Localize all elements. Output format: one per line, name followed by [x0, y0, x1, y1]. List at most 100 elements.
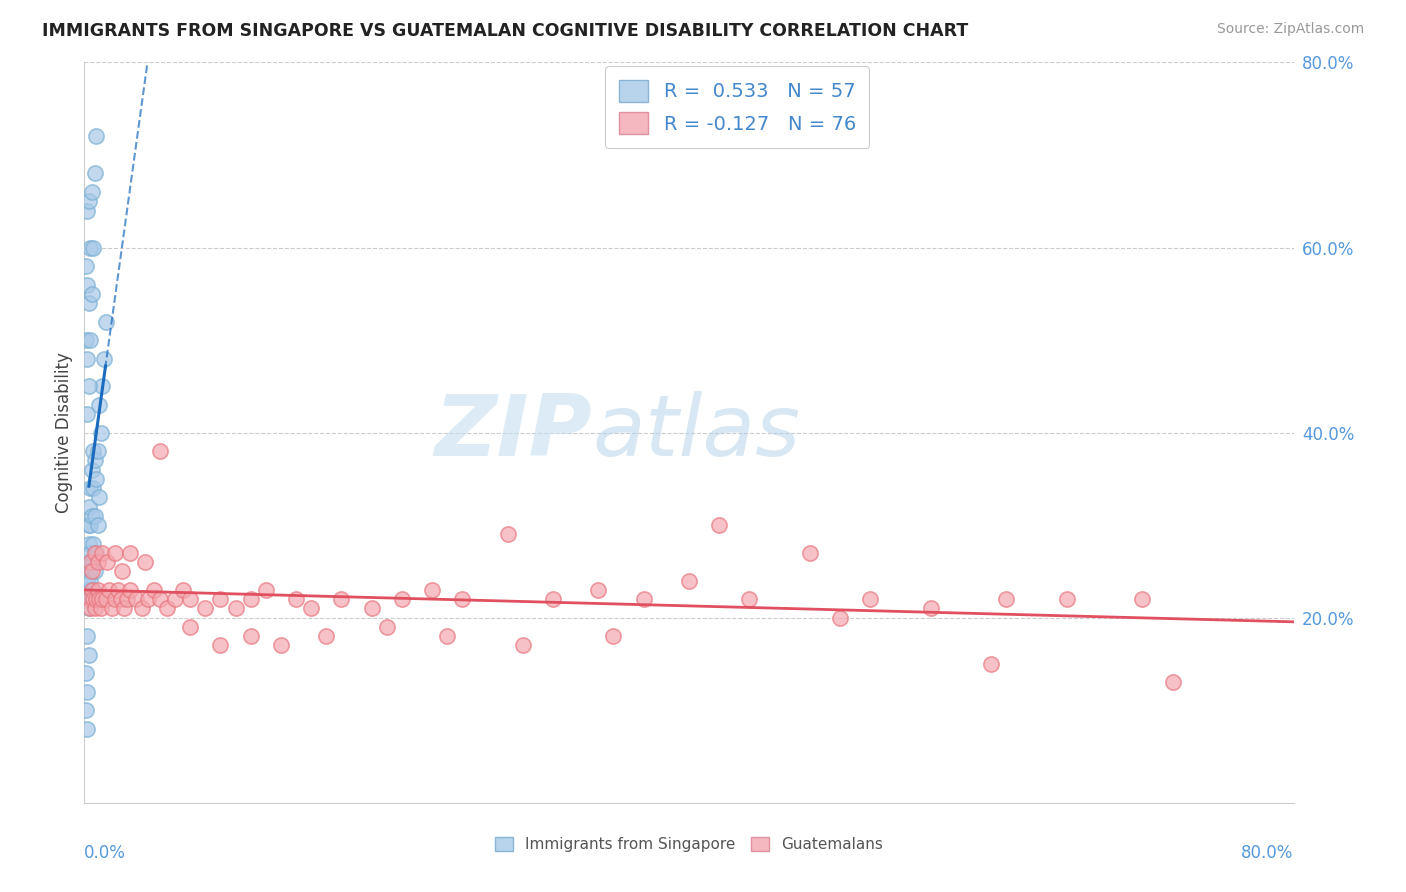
Point	[82, 481, 104, 495]
Point	[79, 574, 101, 588]
Point	[512, 639, 534, 653]
Point	[330, 592, 353, 607]
Point	[76, 574, 98, 588]
Point	[75, 666, 97, 681]
Point	[239, 592, 262, 607]
Point	[920, 601, 942, 615]
Point	[79, 592, 101, 607]
Point	[89, 398, 111, 412]
Text: Source: ZipAtlas.com: Source: ZipAtlas.com	[1216, 22, 1364, 37]
Point	[149, 444, 172, 458]
Point	[79, 601, 101, 615]
Point	[87, 582, 110, 597]
Point	[89, 592, 111, 607]
Point	[131, 601, 153, 615]
Point	[82, 536, 104, 550]
Point	[496, 527, 519, 541]
Point	[125, 592, 148, 607]
Point	[76, 203, 98, 218]
Text: 0.0%: 0.0%	[84, 844, 127, 862]
Point	[136, 592, 159, 607]
Point	[82, 592, 104, 607]
Point	[77, 592, 100, 607]
Point	[94, 314, 117, 328]
Point	[77, 379, 100, 393]
Point	[156, 601, 179, 615]
Point	[87, 518, 110, 533]
Text: IMMIGRANTS FROM SINGAPORE VS GUATEMALAN COGNITIVE DISABILITY CORRELATION CHART: IMMIGRANTS FROM SINGAPORE VS GUATEMALAN …	[42, 22, 969, 40]
Point	[100, 601, 122, 615]
Point	[76, 555, 98, 569]
Point	[420, 582, 443, 597]
Point	[995, 592, 1018, 607]
Point	[633, 592, 655, 607]
Point	[112, 601, 135, 615]
Legend: Immigrants from Singapore, Guatemalans: Immigrants from Singapore, Guatemalans	[488, 830, 890, 858]
Point	[76, 722, 98, 736]
Point	[76, 407, 98, 421]
Point	[299, 601, 322, 615]
Point	[86, 129, 108, 144]
Point	[709, 518, 731, 533]
Point	[86, 472, 108, 486]
Point	[375, 620, 398, 634]
Point	[77, 536, 100, 550]
Point	[285, 592, 308, 607]
Point	[111, 565, 134, 579]
Point	[79, 518, 101, 533]
Point	[84, 546, 107, 560]
Point	[96, 555, 118, 569]
Point	[738, 592, 761, 607]
Point	[678, 574, 700, 588]
Point	[80, 286, 103, 301]
Point	[77, 565, 100, 579]
Point	[80, 592, 103, 607]
Point	[110, 592, 132, 607]
Point	[77, 601, 100, 615]
Point	[82, 582, 104, 597]
Y-axis label: Cognitive Disability: Cognitive Disability	[55, 352, 73, 513]
Point	[104, 592, 127, 607]
Point	[94, 592, 117, 607]
Point	[77, 296, 100, 310]
Point	[84, 508, 107, 523]
Point	[84, 565, 107, 579]
Point	[602, 629, 624, 643]
Point	[77, 194, 100, 209]
Point	[541, 592, 564, 607]
Text: ZIP: ZIP	[434, 391, 592, 475]
Point	[91, 592, 114, 607]
Point	[79, 240, 101, 255]
Point	[179, 620, 201, 634]
Point	[436, 629, 458, 643]
Point	[107, 582, 129, 597]
Point	[104, 546, 127, 560]
Point	[75, 259, 97, 273]
Point	[859, 592, 882, 607]
Point	[97, 582, 120, 597]
Point	[80, 555, 103, 569]
Point	[80, 565, 103, 579]
Point	[391, 592, 413, 607]
Point	[77, 648, 100, 662]
Point	[76, 277, 98, 292]
Point	[75, 333, 97, 347]
Point	[86, 546, 108, 560]
Point	[1161, 675, 1184, 690]
Point	[84, 601, 107, 615]
Point	[77, 518, 100, 533]
Point	[118, 582, 141, 597]
Point	[80, 462, 103, 476]
Point	[360, 601, 382, 615]
Point	[91, 379, 114, 393]
Point	[79, 333, 101, 347]
Point	[209, 592, 232, 607]
Point	[142, 582, 165, 597]
Point	[80, 582, 103, 597]
Point	[270, 639, 292, 653]
Point	[76, 592, 98, 607]
Point	[77, 500, 100, 514]
Point	[830, 610, 852, 624]
Point	[75, 703, 97, 717]
Point	[79, 481, 101, 495]
